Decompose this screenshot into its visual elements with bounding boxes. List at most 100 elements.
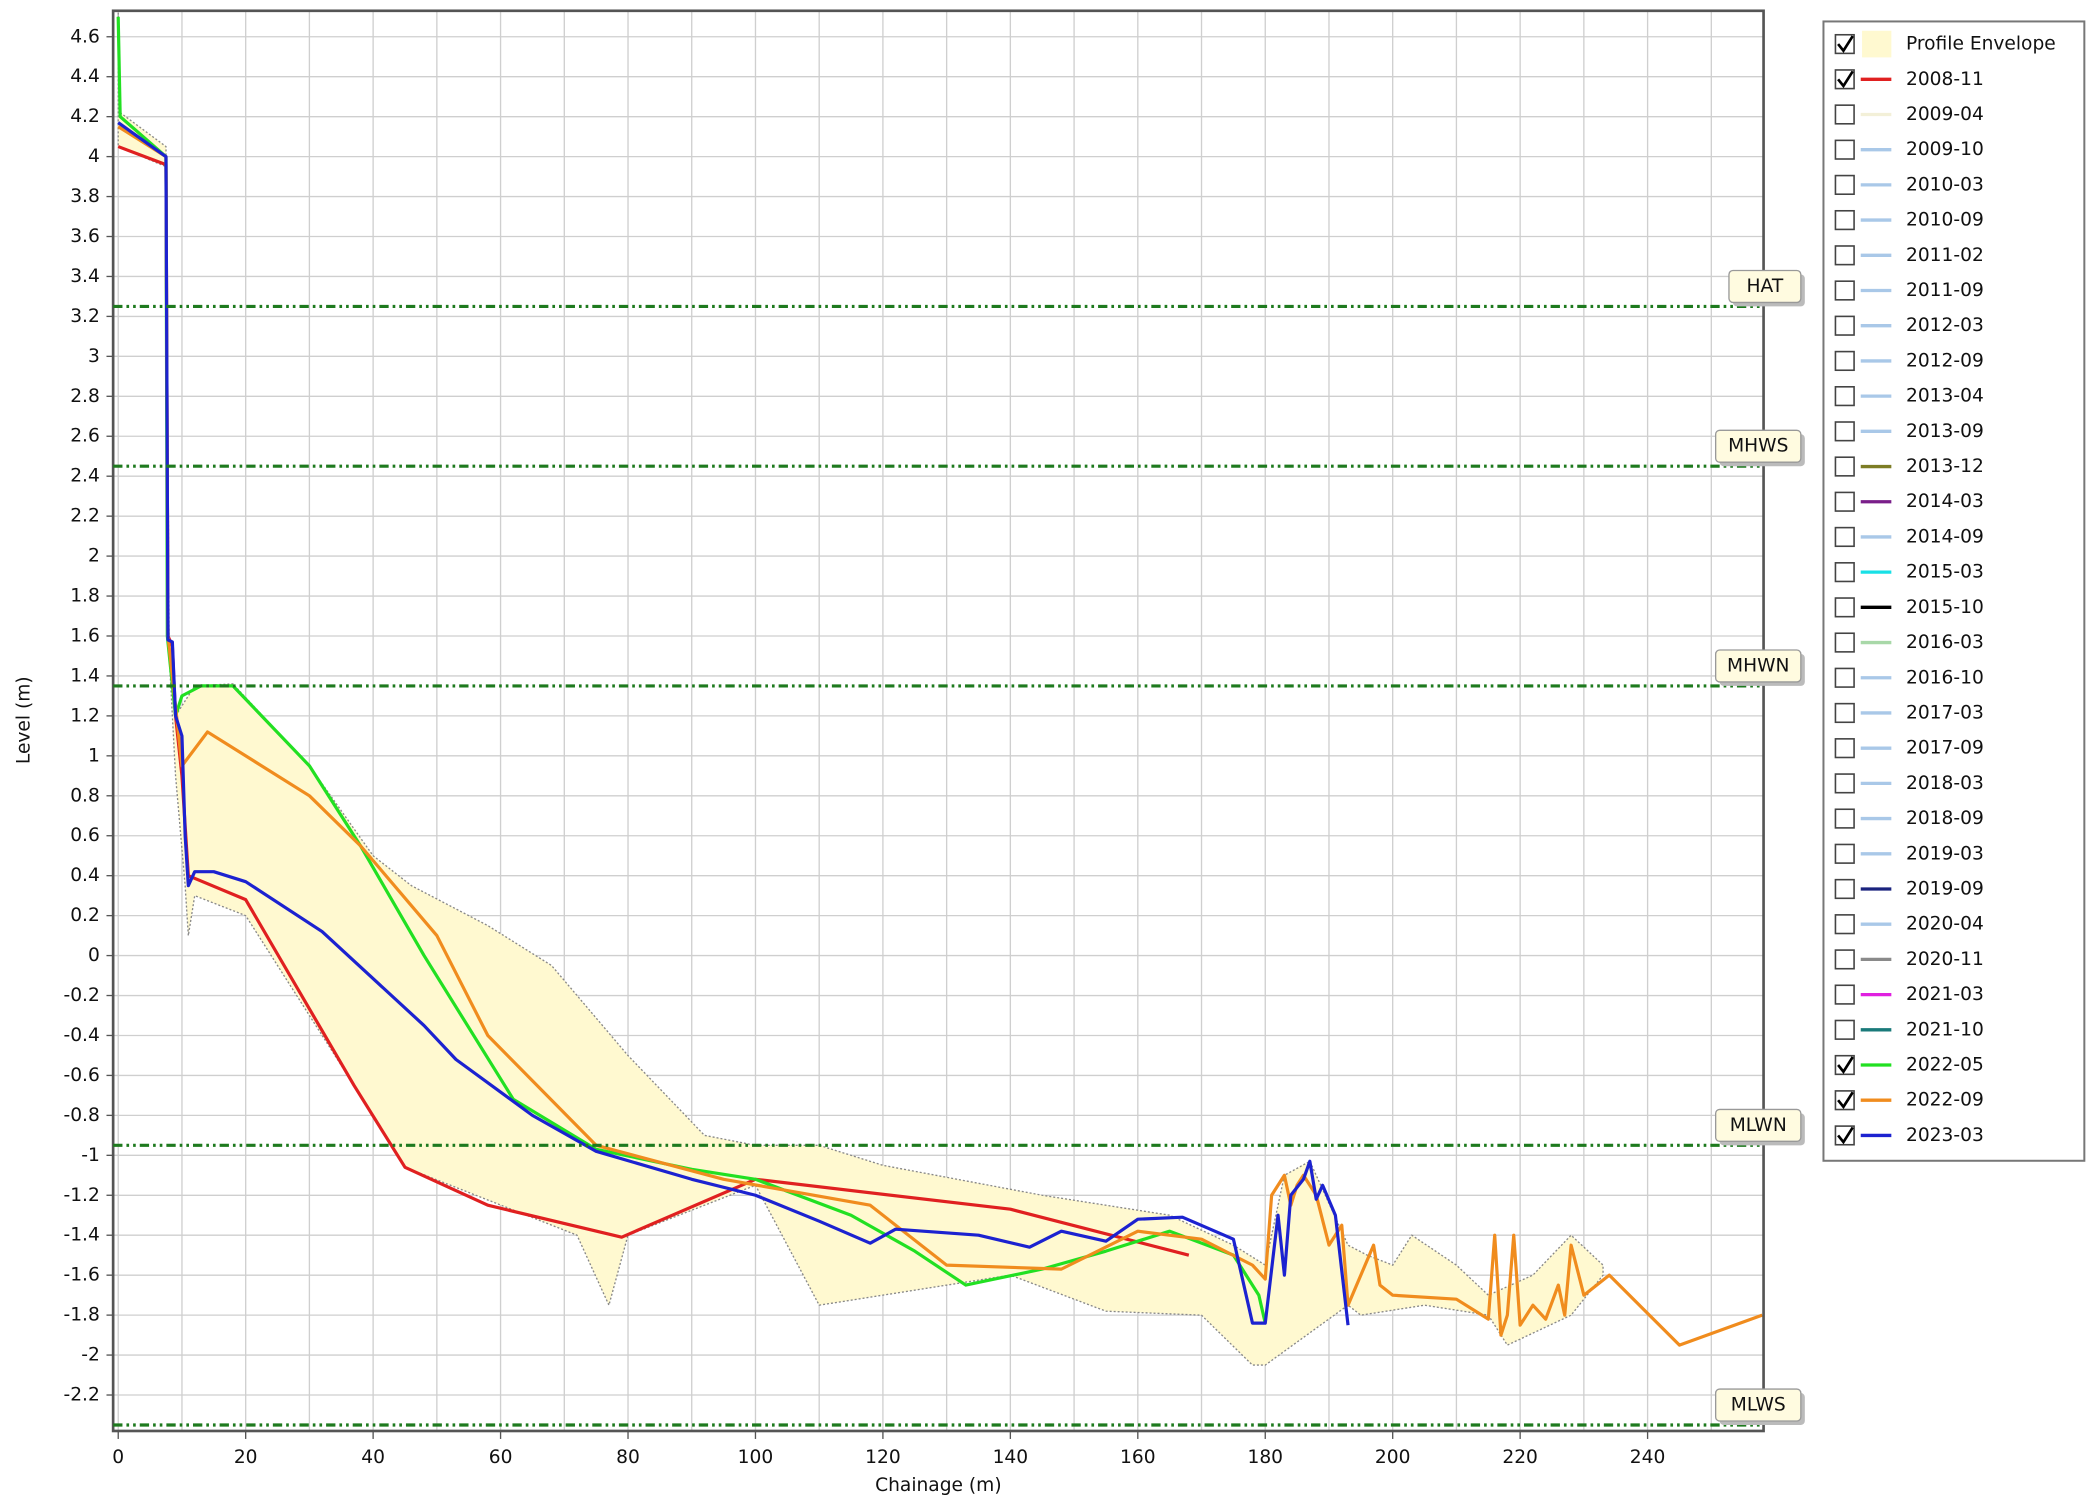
- tide-level-label: MHWS: [1728, 436, 1788, 457]
- legend-checkmark: [1837, 70, 1854, 89]
- legend-checkmark: [1837, 1091, 1854, 1110]
- y-tick-label: 2.8: [70, 386, 100, 407]
- legend-checkbox[interactable]: [1834, 914, 1855, 935]
- y-tick-label: 3: [88, 346, 100, 367]
- legend-checkbox[interactable]: [1834, 104, 1855, 125]
- legend-checkbox[interactable]: [1834, 738, 1855, 759]
- legend-label: 2009-04: [1906, 104, 1984, 125]
- legend-label: 2012-09: [1906, 350, 1984, 371]
- y-tick-label: 3.4: [70, 266, 100, 287]
- legend-checkbox[interactable]: [1834, 350, 1855, 372]
- y-tick-label: -1.8: [63, 1305, 99, 1326]
- axes: 0 20 40 60 80 100 120 140 160 180 200 220 2404.64.44…: [63, 26, 1665, 1468]
- y-tick-label: -0.6: [63, 1065, 99, 1086]
- y-tick-label: 1.4: [70, 665, 100, 686]
- legend-checkbox[interactable]: [1834, 984, 1855, 1005]
- legend-checkmark: [1837, 35, 1854, 54]
- legend-checkbox[interactable]: [1834, 667, 1855, 688]
- legend-checkbox[interactable]: [1834, 421, 1855, 442]
- y-tick-label: -0.2: [63, 985, 99, 1006]
- legend-label: 2017-09: [1906, 738, 1984, 759]
- y-tick-label: -1.4: [63, 1225, 99, 1246]
- profile-envelope: [117, 12, 1604, 1366]
- legend-checkbox[interactable]: [1834, 562, 1855, 583]
- tide-level-label-box: [1714, 1108, 1802, 1143]
- legend-checkbox[interactable]: [1834, 526, 1855, 548]
- x-tick-label: 220: [1502, 1447, 1538, 1468]
- legend-label: 2015-10: [1906, 597, 1984, 618]
- y-tick-label: -2: [81, 1345, 100, 1366]
- legend-checkbox[interactable]: [1834, 773, 1855, 794]
- y-tick-label: 4.2: [70, 106, 100, 127]
- legend-checkbox[interactable]: [1834, 174, 1855, 196]
- tide-level-label: MLWS: [1731, 1395, 1786, 1416]
- y-tick-label: 4: [88, 146, 100, 167]
- plot-content: [116, 12, 1763, 1366]
- tide-level-label-box: [1714, 649, 1802, 683]
- tide-levels: HAT MHWS MHWN MLWN MLWS: [113, 269, 1805, 1427]
- legend-checkmark: [1837, 1056, 1854, 1074]
- x-tick-label: 60: [489, 1447, 513, 1468]
- legend-label: 2012-03: [1906, 315, 1984, 336]
- legend-checkbox[interactable]: [1834, 280, 1855, 301]
- y-axis-label: Level (m): [13, 676, 34, 764]
- y-tick-label: 3.6: [70, 226, 100, 247]
- legend-checkbox[interactable]: [1834, 632, 1855, 653]
- legend-label: 2013-09: [1906, 421, 1984, 442]
- legend-label: 2021-03: [1906, 984, 1984, 1005]
- legend-label: 2013-04: [1906, 386, 1984, 407]
- legend-label: 2023-03: [1906, 1125, 1984, 1146]
- legend-label: 2022-09: [1906, 1090, 1984, 1111]
- legend-checkbox[interactable]: [1834, 491, 1855, 512]
- legend-checkmark: [1837, 1126, 1854, 1145]
- legend-checkbox[interactable]: [1834, 597, 1855, 618]
- y-tick-label: 1: [88, 745, 100, 766]
- tide-level-label-box: [1728, 269, 1802, 304]
- x-tick-label: 240: [1630, 1447, 1666, 1468]
- legend-swatch: [1862, 30, 1892, 58]
- legend-checkbox[interactable]: [1834, 315, 1855, 336]
- legend-checkbox[interactable]: [1834, 139, 1855, 160]
- y-tick-label: 0.6: [70, 825, 100, 846]
- legend-label: 2020-04: [1906, 914, 1984, 935]
- legend-label: 2022-05: [1906, 1055, 1984, 1076]
- legend-label: 2018-09: [1906, 808, 1984, 829]
- y-tick-label: 4.6: [70, 26, 100, 47]
- legend-checkbox[interactable]: [1834, 949, 1855, 970]
- legend-checkbox[interactable]: [1834, 878, 1855, 900]
- y-tick-label: -0.4: [63, 1025, 99, 1046]
- legend-checkbox[interactable]: [1834, 1019, 1855, 1040]
- y-tick-label: 0.2: [70, 905, 100, 926]
- legend-checkbox[interactable]: [1834, 386, 1855, 407]
- y-tick-label: -2.2: [63, 1385, 99, 1406]
- legend-label: 2014-09: [1906, 526, 1984, 547]
- y-tick-label: 0.8: [70, 785, 100, 806]
- legend-checkbox[interactable]: [1834, 209, 1855, 231]
- y-tick-label: 2.2: [70, 506, 100, 527]
- legend-checkbox[interactable]: [1834, 702, 1855, 724]
- legend-label: 2017-03: [1906, 702, 1984, 723]
- tide-level-label: HAT: [1747, 276, 1784, 297]
- y-tick-label: 0.4: [70, 865, 100, 886]
- y-tick-label: -1.6: [63, 1265, 99, 1286]
- y-tick-label: -1.2: [63, 1185, 99, 1206]
- y-tick-label: 2.4: [70, 466, 100, 487]
- legend-checkbox[interactable]: [1834, 245, 1855, 266]
- legend-label: 2014-03: [1906, 491, 1984, 512]
- legend-label: 2020-11: [1906, 949, 1984, 970]
- legend-label: 2009-10: [1906, 139, 1984, 160]
- y-tick-label: 2.6: [70, 426, 100, 447]
- legend-checkbox[interactable]: [1834, 456, 1855, 477]
- legend-label: 2016-03: [1906, 632, 1984, 653]
- legend-checkbox[interactable]: [1834, 808, 1855, 829]
- y-tick-label: 3.2: [70, 306, 100, 327]
- y-tick-label: 2: [88, 546, 100, 567]
- x-tick-label: 160: [1120, 1447, 1156, 1468]
- legend-label: 2019-03: [1906, 843, 1984, 864]
- y-tick-label: 4.4: [70, 66, 100, 87]
- tide-level-label: MLWN: [1730, 1115, 1787, 1136]
- legend-label: 2013-12: [1906, 456, 1984, 477]
- legend: Profile Envelope 2008-11 2009-04 2009-10 201…: [1834, 30, 2056, 1146]
- legend-checkbox[interactable]: [1834, 843, 1855, 864]
